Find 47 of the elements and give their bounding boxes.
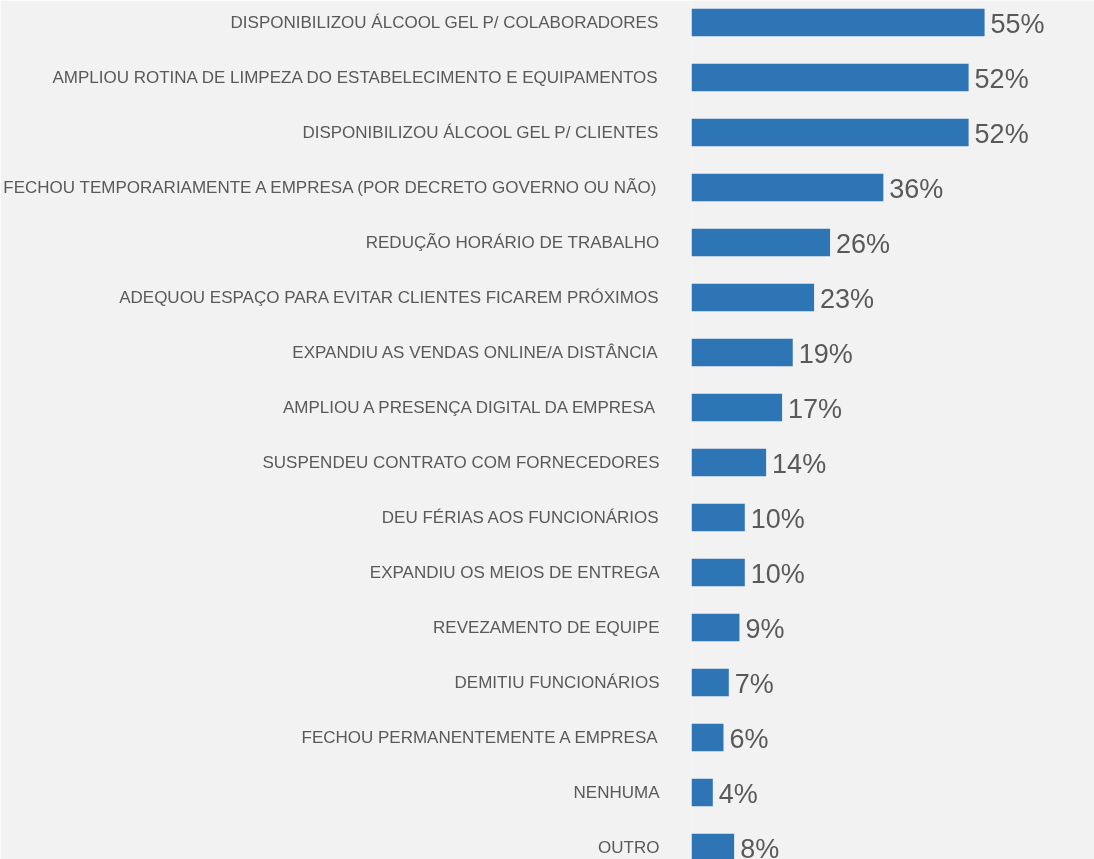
bar: [691, 503, 745, 532]
y-tick-label: SUSPENDEU CONTRATO COM FORNECEDORES: [262, 452, 660, 472]
y-tick-label: NENHUMA: [573, 782, 661, 802]
bar: [691, 8, 985, 37]
bar: [691, 668, 729, 697]
y-tick-label: ADEQUOU ESPAÇO PARA EVITAR CLIENTES FICAREM PRÓXIMOS: [119, 287, 659, 307]
y-tick-label: FECHOU TEMPORARIAMENTE A EMPRESA (POR DECRETO GOVERNO OU NÃO): [3, 177, 657, 197]
y-tick-label: OUTRO: [598, 837, 660, 857]
data-label: 55%: [990, 9, 1045, 40]
data-label: 36%: [889, 174, 944, 205]
data-label: 14%: [772, 449, 827, 480]
bar: [691, 558, 745, 587]
y-tick-label: FECHOU PERMANENTEMENTE A EMPRESA: [301, 727, 659, 747]
bar: [691, 228, 831, 257]
data-label: 52%: [974, 64, 1029, 95]
data-label: 26%: [836, 229, 891, 260]
data-label: 4%: [718, 779, 758, 810]
y-tick-label: DISPONIBILIZOU ÁLCOOL GEL P/ CLIENTES: [302, 122, 659, 142]
bar: [691, 393, 783, 422]
y-tick-label: REVEZAMENTO DE EQUIPE: [433, 617, 660, 637]
y-tick-label: REDUÇÃO HORÁRIO DE TRABALHO: [365, 232, 660, 252]
bar: [691, 778, 713, 807]
bar: [691, 448, 767, 477]
bar: [691, 118, 969, 147]
bar: [691, 613, 740, 642]
data-label: 8%: [740, 834, 780, 859]
data-label: 10%: [750, 504, 805, 535]
bar: [691, 63, 969, 92]
y-tick-label: EXPANDIU AS VENDAS ONLINE/A DISTÂNCIA: [292, 342, 659, 362]
data-label: 19%: [798, 339, 853, 370]
y-tick-label: DISPONIBILIZOU ÁLCOOL GEL P/ COLABORADORES: [230, 13, 659, 32]
y-tick-label: AMPLIOU ROTINA DE LIMPEZA DO ESTABELECIMENTO E EQUIPAMENTOS: [52, 67, 658, 87]
bar: [691, 338, 793, 367]
y-tick-label: DEMITIU FUNCIONÁRIOS: [454, 672, 660, 692]
data-label: 7%: [734, 669, 774, 700]
data-label: 10%: [750, 559, 805, 590]
data-label: 52%: [974, 119, 1029, 150]
bar: [691, 173, 884, 202]
y-tick-label: EXPANDIU OS MEIOS DE ENTREGA: [369, 562, 661, 582]
data-label: 17%: [788, 394, 843, 425]
data-label: 6%: [729, 724, 769, 755]
bar: [691, 723, 724, 752]
y-tick-label: AMPLIOU A PRESENÇA DIGITAL DA EMPRESA: [282, 397, 656, 417]
y-tick-label: DEU FÉRIAS AOS FUNCIONÁRIOS: [381, 507, 659, 527]
bar: [691, 283, 815, 312]
data-label: 9%: [745, 614, 785, 645]
data-label: 23%: [820, 284, 875, 315]
